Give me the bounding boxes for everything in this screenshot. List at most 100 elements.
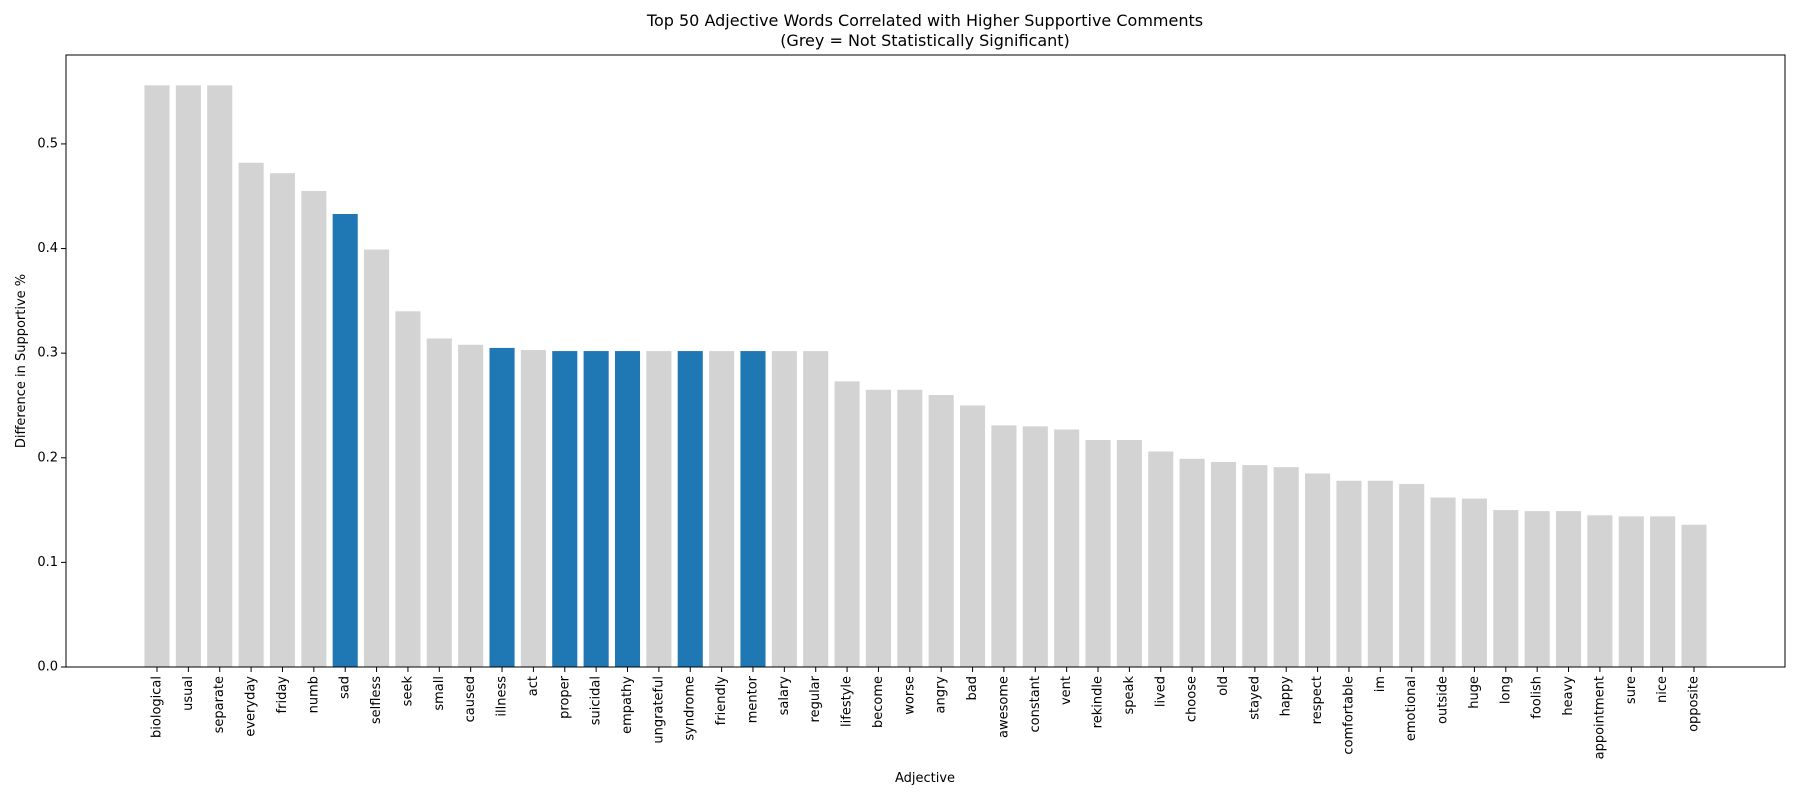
x-tick-label: stayed: [1247, 676, 1262, 720]
bar-rekindle: [1085, 439, 1111, 667]
x-tick-label: act: [526, 676, 541, 696]
bar-choose: [1179, 458, 1205, 667]
x-tick-label: small: [432, 676, 447, 711]
bar-mentor: [740, 351, 766, 667]
x-tick-label: selfless: [369, 676, 384, 724]
x-tick-label: sure: [1624, 676, 1639, 704]
x-tick-label: heavy: [1561, 676, 1576, 716]
y-tick-label: 0.0: [37, 660, 58, 675]
bar-seek: [395, 311, 421, 667]
x-tick-label: illness: [495, 676, 510, 717]
bar-usual: [175, 85, 201, 668]
x-tick-label: mentor: [745, 675, 760, 723]
x-tick-label: long: [1498, 676, 1513, 704]
x-tick-label: become: [871, 676, 886, 728]
x-tick-label: constant: [1028, 676, 1043, 733]
x-tick-label: proper: [557, 675, 572, 719]
bar-lived: [1148, 451, 1174, 667]
bar-heavy: [1555, 511, 1582, 667]
bar-friendly: [709, 351, 735, 667]
bar-opposite: [1681, 524, 1707, 667]
x-tick-label: comfortable: [1341, 676, 1356, 755]
bar-proper: [552, 351, 578, 667]
bar-selfless: [364, 249, 390, 667]
bar-numb: [301, 191, 327, 667]
bar-lifestyle: [834, 381, 860, 667]
y-tick-label: 0.4: [37, 241, 58, 256]
x-tick-label: salary: [777, 676, 792, 716]
x-tick-label: lived: [1153, 676, 1168, 707]
x-tick-label: im: [1373, 676, 1388, 692]
bar-everyday: [238, 162, 264, 667]
bar-foolish: [1524, 511, 1550, 667]
x-tick-label: foolish: [1530, 676, 1545, 719]
bar-regular: [803, 351, 829, 667]
bar-ungrateful: [646, 351, 672, 667]
x-tick-label: awesome: [996, 676, 1011, 738]
x-tick-label: speak: [1122, 676, 1137, 715]
bar-speak: [1116, 439, 1142, 667]
y-axis: 0.0 0.1 0.2 0.3 0.4 0.5: [37, 136, 66, 675]
x-tick-label: opposite: [1687, 676, 1702, 732]
bar-syndrome: [677, 351, 703, 667]
y-tick-label: 0.5: [37, 136, 58, 151]
y-axis-label: Difference in Supportive %: [14, 274, 29, 448]
x-tick-label: ungrateful: [651, 676, 666, 744]
bar-separate: [207, 85, 233, 668]
x-tick-label: syndrome: [683, 676, 698, 741]
bar-suicidal: [583, 351, 609, 667]
x-tick-label: friday: [275, 676, 290, 714]
bar-small: [426, 338, 452, 667]
bar-outside: [1430, 497, 1456, 667]
x-tick-label: worse: [902, 676, 917, 715]
bar-respect: [1305, 473, 1331, 667]
x-tick-label: emotional: [1404, 676, 1419, 741]
x-tick-label: happy: [1279, 676, 1294, 717]
x-tick-label: choose: [1185, 676, 1200, 722]
x-tick-label: numb: [306, 676, 321, 713]
bar-caused: [458, 344, 484, 667]
bar-appointment: [1587, 515, 1613, 667]
x-tick-label: caused: [463, 676, 478, 722]
bar-illness: [489, 347, 515, 667]
bar-sure: [1618, 516, 1644, 667]
bar-angry: [928, 395, 954, 667]
x-tick-label: huge: [1467, 676, 1482, 709]
bar-vent: [1054, 429, 1080, 667]
x-axis: biological usual separate everyday friday num…: [150, 667, 1702, 759]
bar-act: [520, 350, 546, 667]
x-tick-label: separate: [212, 676, 227, 733]
chart-subtitle: (Grey = Not Statistically Significant): [780, 31, 1070, 50]
bar-salary: [771, 351, 797, 667]
bar-huge: [1461, 498, 1487, 667]
plot-frame: [65, 54, 1786, 668]
x-tick-label: lifestyle: [840, 676, 855, 727]
x-tick-label: empathy: [620, 676, 635, 734]
x-tick-label: old: [1216, 676, 1231, 696]
y-tick-label: 0.2: [37, 450, 58, 465]
bar-biological: [144, 85, 170, 668]
bar-worse: [897, 389, 923, 667]
y-tick-label: 0.1: [37, 555, 58, 570]
bar-empathy: [614, 351, 641, 667]
bar-friday: [269, 173, 296, 667]
x-tick-label: friendly: [714, 676, 729, 726]
y-tick-label: 0.3: [37, 346, 58, 361]
bars-group: [144, 85, 1707, 668]
x-tick-label: everyday: [244, 676, 259, 737]
bar-nice: [1650, 516, 1676, 667]
bar-happy: [1273, 467, 1299, 667]
bar-sad: [332, 214, 358, 667]
bar-bad: [960, 405, 986, 667]
bar-constant: [1022, 426, 1048, 667]
x-tick-label: respect: [1310, 676, 1325, 724]
x-tick-label: appointment: [1592, 676, 1607, 759]
bar-awesome: [991, 425, 1017, 667]
x-tick-label: suicidal: [589, 676, 604, 725]
bar-im: [1367, 480, 1393, 667]
x-tick-label: bad: [965, 676, 980, 700]
x-tick-label: sad: [338, 676, 353, 699]
x-tick-label: nice: [1655, 676, 1670, 703]
x-tick-label: angry: [934, 676, 949, 714]
x-tick-label: seek: [400, 676, 415, 707]
